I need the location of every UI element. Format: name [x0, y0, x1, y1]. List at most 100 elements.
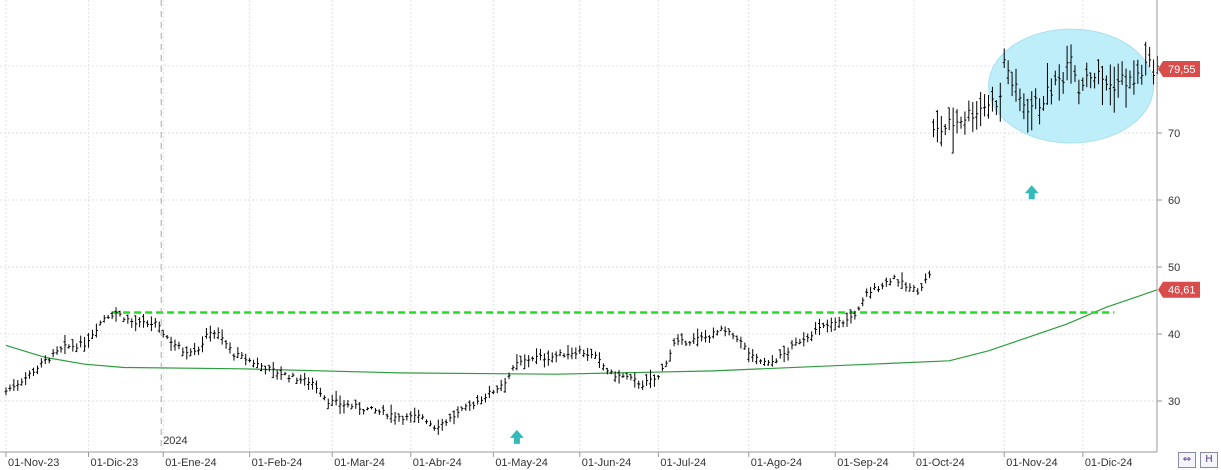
- ohlc-bar: [236, 347, 240, 359]
- ohlc-bar: [849, 309, 853, 324]
- ohlc-bar: [271, 362, 275, 379]
- moving-average-line: [5, 289, 1158, 375]
- ohlc-bar: [16, 379, 20, 391]
- ohlc-bar: [389, 404, 393, 423]
- settings-h-button[interactable]: H: [1200, 452, 1218, 468]
- ohlc-bar: [216, 327, 220, 340]
- x-tick-label: 01-Feb-24: [252, 457, 303, 469]
- ohlc-bar: [110, 311, 114, 320]
- ohlc-bar: [554, 351, 558, 363]
- x-tick-label: 01-Abr-24: [413, 457, 462, 469]
- scroll-toggle-button[interactable]: ⇔: [1178, 452, 1196, 468]
- ohlc-bar: [770, 355, 774, 367]
- ohlc-bar: [810, 331, 814, 342]
- ohlc-bar: [1120, 61, 1124, 85]
- price-tag: 79,55: [1158, 61, 1200, 78]
- ohlc-bar: [138, 317, 142, 328]
- price-tag-bg: [1158, 281, 1200, 298]
- y-tick-label: 70: [1168, 128, 1180, 140]
- ohlc-bar: [1022, 93, 1026, 120]
- x-tick-label: 01-Ene-24: [165, 457, 216, 469]
- x-tick-label: 01-Oct-24: [916, 457, 965, 469]
- ohlc-bar: [629, 374, 633, 381]
- ohlc-bar: [794, 337, 798, 346]
- ohlc-bar: [373, 408, 377, 414]
- ohlc-bar: [114, 307, 118, 322]
- year-marker: 2024: [160, 0, 188, 452]
- ohlc-bar: [896, 279, 900, 287]
- ohlc-bar: [283, 371, 287, 376]
- ohlc-bar: [208, 325, 212, 342]
- ohlc-bar: [1077, 79, 1081, 105]
- ohlc-bar: [263, 365, 267, 375]
- ohlc-bar: [259, 363, 263, 372]
- ohlc-bar: [778, 349, 782, 359]
- ohlc-bar: [1034, 88, 1038, 110]
- ohlc-bar: [873, 283, 877, 291]
- ohlc-bar: [664, 360, 668, 368]
- ohlc-bar: [314, 380, 318, 394]
- ohlc-bar: [59, 346, 63, 353]
- ohlc-bar: [566, 344, 570, 360]
- ohlc-bar: [668, 349, 672, 362]
- ohlc-bar: [660, 363, 664, 372]
- ohlc-bar: [715, 329, 719, 336]
- ohlc-bar: [12, 379, 16, 392]
- ohlc-bar: [499, 379, 503, 392]
- ohlc-bar: [1057, 64, 1061, 101]
- ohlc-bar: [326, 398, 330, 410]
- ohlc-bar: [727, 328, 731, 336]
- price-tag-bg: [1158, 61, 1200, 78]
- ohlc-bar: [692, 333, 696, 345]
- ohlc-bar: [413, 407, 417, 423]
- ohlc-bar: [157, 321, 161, 333]
- ohlc-bar: [338, 395, 342, 414]
- ohlc-bar: [947, 107, 951, 131]
- ohlc-bar: [649, 369, 653, 389]
- ohlc-bar: [1010, 71, 1014, 97]
- ohlc-bar: [574, 347, 578, 360]
- ohlc-bar: [963, 111, 967, 135]
- ohlc-bar: [621, 373, 625, 378]
- ohlc-bar: [586, 347, 590, 361]
- ohlc-bar: [959, 116, 963, 129]
- ohlc-bar: [707, 335, 711, 343]
- ohlc-bar: [126, 314, 130, 324]
- x-tick-label: 01-Dic-24: [1085, 457, 1133, 469]
- price-tag-label: 79,55: [1168, 64, 1196, 76]
- ohlc-bar: [1116, 63, 1120, 98]
- ohlc-bar: [4, 387, 8, 396]
- ohlc-bar: [220, 329, 224, 345]
- ohlc-bar: [1148, 46, 1152, 68]
- ohlc-bars: [4, 41, 1159, 435]
- ohlc-bar: [193, 342, 197, 356]
- ohlc-bar: [318, 387, 322, 397]
- ohlc-bar: [723, 326, 727, 337]
- ohlc-bar: [142, 314, 146, 328]
- ohlc-bar: [232, 353, 236, 361]
- ohlc-bar: [904, 282, 908, 292]
- ohlc-bar: [790, 340, 794, 350]
- ohlc-bar: [920, 283, 924, 292]
- ohlc-bar: [90, 329, 94, 340]
- ohlc-bar: [798, 338, 802, 345]
- ohlc-bar: [1093, 72, 1097, 89]
- ohlc-bar: [782, 345, 786, 363]
- ohlc-bar: [417, 409, 421, 423]
- ohlc-bar: [853, 310, 857, 320]
- ohlc-bar: [79, 335, 83, 348]
- ohlc-bar: [656, 375, 660, 380]
- ohlc-bar: [523, 354, 527, 370]
- ohlc-bar: [1152, 59, 1156, 85]
- grid-lines: [0, 0, 1157, 452]
- ohlc-bar: [67, 344, 71, 349]
- ohlc-bar: [912, 285, 916, 292]
- ohlc-bar: [605, 367, 609, 375]
- ohlc-bar: [87, 333, 91, 348]
- ohlc-bar: [311, 377, 315, 390]
- ohlc-bar: [468, 400, 472, 411]
- ohlc-bar: [1045, 62, 1049, 105]
- ohlc-bar: [189, 348, 193, 357]
- ohlc-bar: [652, 374, 656, 387]
- ohlc-bar: [421, 414, 425, 420]
